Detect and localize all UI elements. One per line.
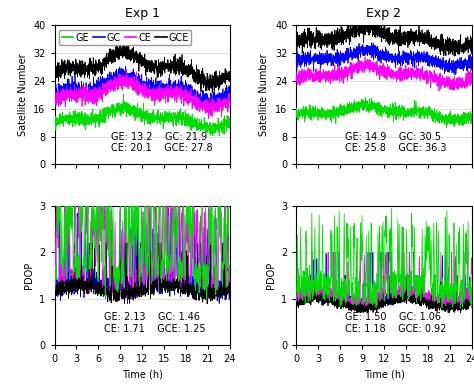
Y-axis label: Satellite Number: Satellite Number [18, 53, 27, 136]
Text: GE: 2.13    GC: 1.46
CE: 1.71    GCE: 1.25: GE: 2.13 GC: 1.46 CE: 1.71 GCE: 1.25 [104, 312, 205, 334]
Title: Exp 1: Exp 1 [125, 7, 160, 20]
X-axis label: Time (h): Time (h) [364, 370, 404, 380]
Text: GE: 14.9    GC: 30.5
CE: 25.8    GCE: 36.3: GE: 14.9 GC: 30.5 CE: 25.8 GCE: 36.3 [346, 132, 447, 153]
Y-axis label: PDOP: PDOP [265, 262, 275, 289]
X-axis label: Time (h): Time (h) [122, 370, 163, 380]
Title: Exp 2: Exp 2 [366, 7, 401, 20]
Text: GE: 1.50    GC: 1.06
CE: 1.18    GCE: 0.92: GE: 1.50 GC: 1.06 CE: 1.18 GCE: 0.92 [346, 312, 447, 334]
Text: GE: 13.2    GC: 21.9
CE: 20.1    GCE: 27.8: GE: 13.2 GC: 21.9 CE: 20.1 GCE: 27.8 [110, 132, 212, 153]
Y-axis label: PDOP: PDOP [24, 262, 34, 289]
Y-axis label: Satellite Number: Satellite Number [259, 53, 269, 136]
Legend: GE, GC, CE, GCE: GE, GC, CE, GCE [59, 30, 191, 45]
